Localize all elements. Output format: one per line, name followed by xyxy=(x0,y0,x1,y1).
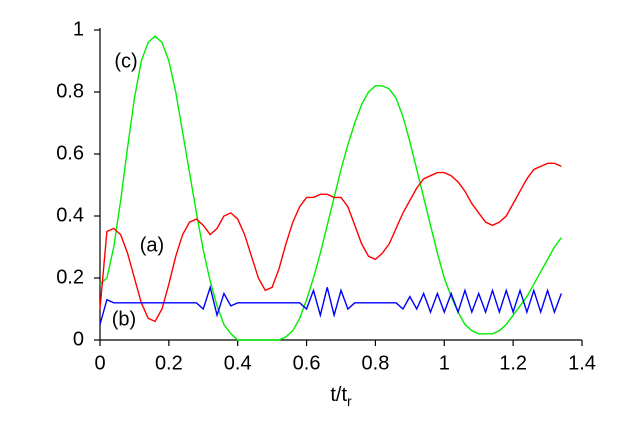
x-tick-label: 0.2 xyxy=(155,352,183,374)
series-line xyxy=(99,284,562,325)
x-tick-label: 0.4 xyxy=(224,352,252,374)
x-tick-label: 0.6 xyxy=(293,352,321,374)
x-axis-label: t/tr xyxy=(330,384,352,408)
x-tick-label: 1.4 xyxy=(568,352,596,374)
y-tick-label: 0.2 xyxy=(56,266,84,288)
annotation: (b) xyxy=(112,308,136,330)
x-tick-label: 1 xyxy=(439,352,450,374)
series-line xyxy=(99,35,562,341)
x-label-main: t/t xyxy=(330,384,347,406)
y-tick-label: 0.8 xyxy=(56,80,84,102)
x-tick-label: 0 xyxy=(94,352,105,374)
x-label-sub: r xyxy=(347,393,352,409)
y-tick-label: 0.6 xyxy=(56,142,84,164)
y-tick-label: 0.4 xyxy=(56,204,84,226)
x-tick-label: 1.2 xyxy=(499,352,527,374)
series-line xyxy=(99,162,562,323)
x-tick-label: 0.8 xyxy=(362,352,390,374)
annotation: (a) xyxy=(140,234,164,256)
annotation: (c) xyxy=(114,50,137,72)
y-tick-label: 1 xyxy=(73,18,84,40)
y-tick-label: 0 xyxy=(73,328,84,350)
